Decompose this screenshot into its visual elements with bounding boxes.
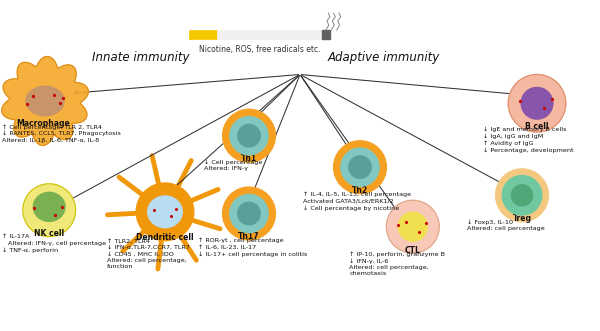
Ellipse shape xyxy=(148,196,182,228)
Ellipse shape xyxy=(230,117,268,155)
FancyBboxPatch shape xyxy=(217,30,322,39)
Text: CTL: CTL xyxy=(405,246,421,255)
Ellipse shape xyxy=(349,156,371,178)
Ellipse shape xyxy=(23,184,76,237)
Text: ↑ IL-17A
   Altered: IFN-γ, cell percentage
↓ TNF-α, perforin: ↑ IL-17A Altered: IFN-γ, cell percentage… xyxy=(2,234,106,253)
Ellipse shape xyxy=(238,202,260,225)
Text: Treg: Treg xyxy=(512,214,532,223)
Text: Th17: Th17 xyxy=(238,232,260,241)
Ellipse shape xyxy=(334,141,386,194)
Ellipse shape xyxy=(386,200,439,253)
Text: Nicotine, ROS, free radicals etc.: Nicotine, ROS, free radicals etc. xyxy=(199,45,320,54)
FancyBboxPatch shape xyxy=(189,30,217,39)
Polygon shape xyxy=(2,57,88,145)
Ellipse shape xyxy=(502,175,542,215)
Text: Th2: Th2 xyxy=(352,186,368,195)
Text: Innate immunity: Innate immunity xyxy=(92,51,190,65)
Text: Macrophage: Macrophage xyxy=(16,119,70,128)
Ellipse shape xyxy=(496,169,548,222)
Text: ↑ IP-10, perforin, granzyme B
↓ IFN-γ, IL-6
Altered: cell percentage,
chemotaxis: ↑ IP-10, perforin, granzyme B ↓ IFN-γ, I… xyxy=(349,251,445,276)
Text: NK cell: NK cell xyxy=(34,229,64,238)
Ellipse shape xyxy=(398,212,427,241)
Text: ↑ IL-4, IL-5, IL-13, cell percentage
Activated GATA3/Lck/ERK1/2
↓ Cell percentag: ↑ IL-4, IL-5, IL-13, cell percentage Act… xyxy=(303,192,411,211)
Text: ↑ ROR-γt , cell percentage
↑ IL-6, IL-23, IL-17
↓ IL-17+ cell percentage in coli: ↑ ROR-γt , cell percentage ↑ IL-6, IL-23… xyxy=(198,238,307,257)
Text: ↓ Foxp3, IL-10
Altered: cell percentage: ↓ Foxp3, IL-10 Altered: cell percentage xyxy=(467,219,545,231)
Text: B cell: B cell xyxy=(525,122,549,131)
Text: ↑ TLR2, TLR4
↓ IFN-α,TLR-7,CCR7, TLR7
↓ CD45 , MHC II, IDO
Altered: cell percent: ↑ TLR2, TLR4 ↓ IFN-α,TLR-7,CCR7, TLR7 ↓ … xyxy=(107,239,190,269)
Text: Th1: Th1 xyxy=(241,154,257,163)
Ellipse shape xyxy=(521,87,553,119)
Ellipse shape xyxy=(136,183,194,241)
Ellipse shape xyxy=(511,185,533,206)
Text: ↓ IgE and memory B cells
↓ IgA, IgG and IgM
↑ Avidity of IgG
↓ Percentage, devel: ↓ IgE and memory B cells ↓ IgA, IgG and … xyxy=(483,127,574,153)
Ellipse shape xyxy=(26,86,64,116)
Text: ↓ Cell percentage
Altered: IFN-γ: ↓ Cell percentage Altered: IFN-γ xyxy=(204,160,262,171)
Ellipse shape xyxy=(508,74,566,132)
Text: Dendritic cell: Dendritic cell xyxy=(136,233,194,242)
Text: Adaptive immunity: Adaptive immunity xyxy=(328,51,440,65)
Ellipse shape xyxy=(223,109,275,162)
Ellipse shape xyxy=(238,124,260,147)
Ellipse shape xyxy=(223,187,275,240)
FancyBboxPatch shape xyxy=(322,30,330,39)
Text: ↑ Cell percentage, TLR 2, TLR4
↓ RANTES, CCL5, TLR7, Phagocytosis
Altered: IL-1β: ↑ Cell percentage, TLR 2, TLR4 ↓ RANTES,… xyxy=(2,124,121,143)
Ellipse shape xyxy=(230,194,268,233)
Ellipse shape xyxy=(341,148,379,186)
Ellipse shape xyxy=(34,192,65,221)
